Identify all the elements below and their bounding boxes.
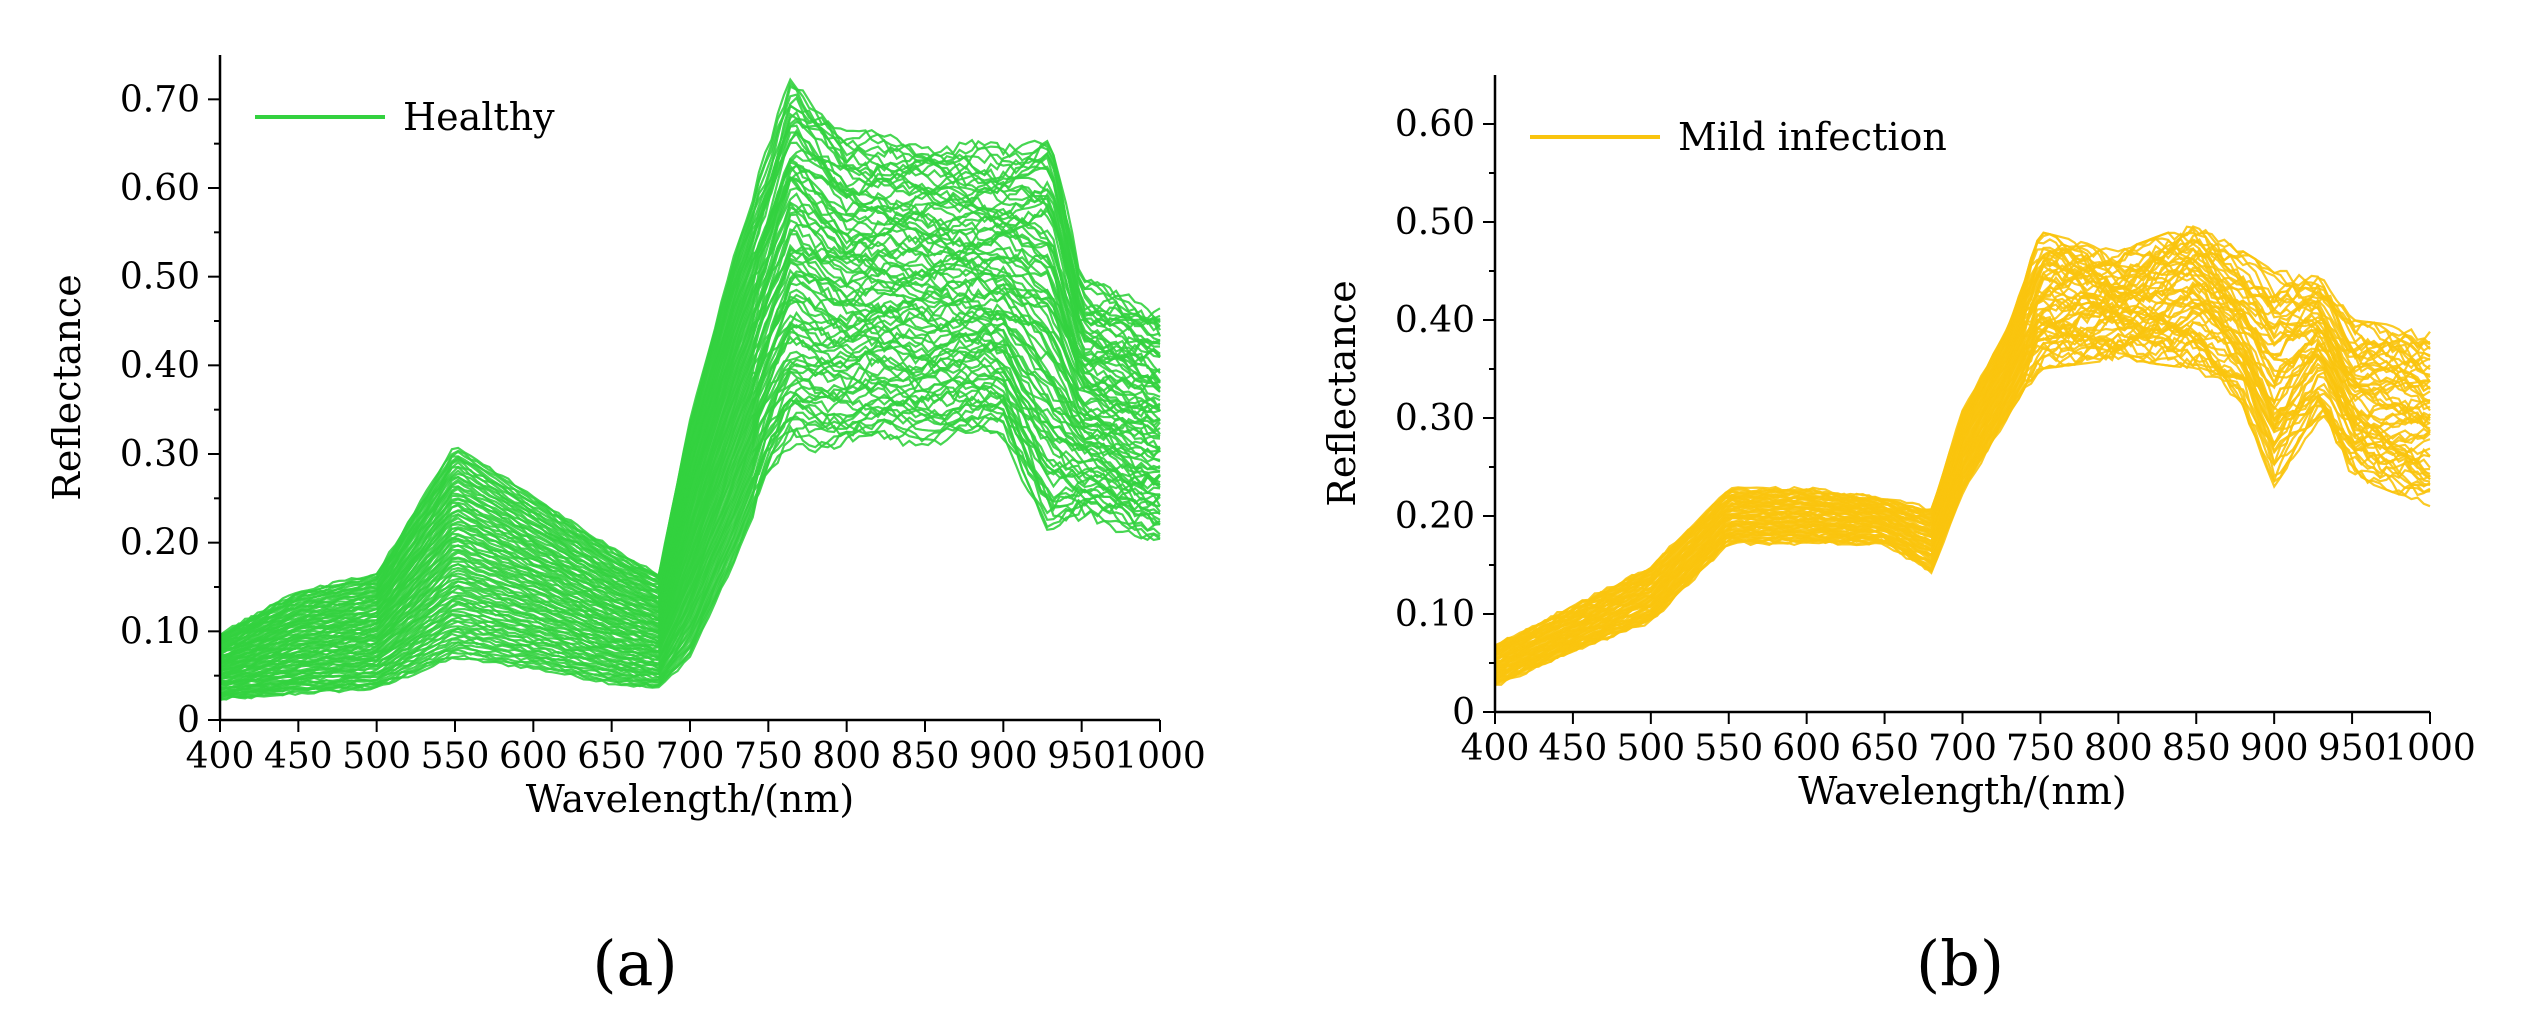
x-axis-title: Wavelength/(nm) xyxy=(1798,769,2127,813)
series-line xyxy=(219,200,1161,658)
series-line xyxy=(219,356,1161,686)
series-line xyxy=(219,310,1161,681)
spectral-curves xyxy=(219,77,1162,702)
x-tick-label: 700 xyxy=(1928,728,1997,769)
x-tick-label: 1000 xyxy=(2384,728,2476,769)
series-line xyxy=(219,163,1161,649)
y-tick-label: 0 xyxy=(1452,692,1475,733)
chart-panel-a: 0 0.10 0.20 0.30 0.40 0.50 0.60 0.70 400 450 500 55… xyxy=(45,55,1206,1000)
y-tick-label: 0.30 xyxy=(1395,398,1475,439)
x-tick-label: 500 xyxy=(342,736,411,777)
x-tick-label: 500 xyxy=(1616,728,1685,769)
y-tick-label: 0.40 xyxy=(120,345,200,386)
chart-panel-b: 0 0.10 0.20 0.30 0.40 0.50 0.60 400 450 500 550 600… xyxy=(1320,75,2476,1000)
series-line xyxy=(219,318,1161,680)
y-tick-label: 0.60 xyxy=(120,168,200,209)
x-tick-label: 850 xyxy=(2162,728,2231,769)
x-tick-label: 550 xyxy=(1694,728,1763,769)
legend: Mild infection xyxy=(1530,115,1947,159)
y-tick-label: 0.10 xyxy=(1395,594,1475,635)
series-line xyxy=(1494,338,2431,686)
x-tick-label: 850 xyxy=(891,736,960,777)
y-tick-label: 0.30 xyxy=(120,434,200,475)
y-tick-label: 0 xyxy=(177,700,200,741)
x-tick-label: 400 xyxy=(1461,728,1530,769)
series-line xyxy=(219,345,1161,684)
y-axis-title: Reflectance xyxy=(45,274,89,500)
y-tick-label: 0.50 xyxy=(120,257,200,298)
y-tick-label: 0.70 xyxy=(120,79,200,120)
y-tick-label: 0.20 xyxy=(1395,496,1475,537)
x-tick-label: 700 xyxy=(656,736,725,777)
y-tick-label: 0.60 xyxy=(1395,104,1475,145)
x-tick-label: 600 xyxy=(499,736,568,777)
x-tick-label: 800 xyxy=(812,736,881,777)
x-tick-label: 400 xyxy=(186,736,255,777)
legend-label: Healthy xyxy=(403,95,555,139)
x-tick-label: 750 xyxy=(734,736,803,777)
y-tick-label: 0.40 xyxy=(1395,300,1475,341)
series-line xyxy=(1494,227,2431,647)
x-tick-label: 650 xyxy=(1850,728,1919,769)
legend: Healthy xyxy=(255,95,555,139)
series-line xyxy=(1494,338,2431,687)
series-line xyxy=(1494,337,2431,685)
y-tick-label: 0.10 xyxy=(120,611,200,652)
x-tick-label: 950 xyxy=(2318,728,2387,769)
x-tick-label: 550 xyxy=(421,736,490,777)
y-tick-label: 0.20 xyxy=(120,523,200,564)
y-axis-title: Reflectance xyxy=(1320,280,1364,506)
series-line xyxy=(219,272,1161,669)
series-line xyxy=(219,375,1161,691)
y-tick-label: 0.50 xyxy=(1395,202,1475,243)
x-tick-label: 450 xyxy=(264,736,333,777)
legend-label: Mild infection xyxy=(1678,115,1947,159)
x-tick-label: 800 xyxy=(2084,728,2153,769)
x-tick-label: 650 xyxy=(577,736,646,777)
x-tick-label: 750 xyxy=(2006,728,2075,769)
x-tick-label: 950 xyxy=(1047,736,1116,777)
x-tick-label: 1000 xyxy=(1114,736,1206,777)
x-tick-label: 900 xyxy=(2240,728,2309,769)
spectral-curves xyxy=(1494,225,2431,687)
x-tick-label: 900 xyxy=(969,736,1038,777)
panel-label: (a) xyxy=(592,927,677,1000)
x-axis-title: Wavelength/(nm) xyxy=(526,777,855,821)
series-line xyxy=(219,77,1161,636)
panel-label: (b) xyxy=(1916,927,2004,1000)
x-tick-label: 450 xyxy=(1539,728,1608,769)
series-line xyxy=(219,369,1161,690)
x-tick-label: 600 xyxy=(1772,728,1841,769)
series-line xyxy=(219,96,1162,642)
